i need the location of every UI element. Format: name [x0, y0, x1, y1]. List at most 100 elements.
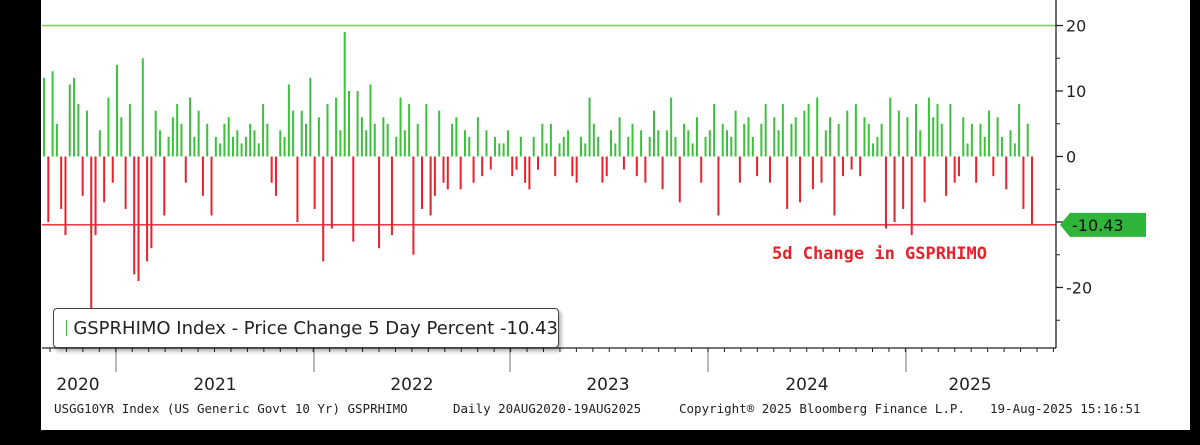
bar: [537, 156, 539, 170]
bar: [786, 156, 789, 209]
bar: [927, 97, 930, 157]
bar: [704, 136, 707, 157]
bar: [859, 156, 862, 177]
bar: [562, 136, 565, 157]
bar: [283, 136, 286, 157]
bar: [863, 117, 866, 157]
bar: [317, 117, 320, 157]
bar: [902, 156, 905, 209]
bar: [68, 84, 71, 157]
x-year-label: 2021: [193, 375, 236, 395]
bar: [803, 110, 806, 157]
bar: [158, 130, 161, 157]
bar: [137, 156, 140, 281]
bar: [1018, 104, 1021, 157]
x-year-label: 2024: [785, 375, 828, 395]
bar: [463, 130, 466, 157]
bar: [150, 156, 153, 249]
bar: [807, 104, 810, 157]
footer-timestamp: 19-Aug-2025 15:16:51: [990, 401, 1141, 416]
bar: [872, 143, 875, 157]
bar: [678, 156, 681, 203]
bar: [249, 123, 252, 157]
bar: [622, 156, 625, 170]
bar: [257, 143, 260, 157]
bar: [558, 143, 561, 157]
bar: [111, 156, 114, 183]
bar: [524, 156, 527, 183]
bar: [167, 136, 170, 157]
bar: [459, 156, 462, 190]
bar: [206, 123, 209, 157]
bar: [738, 156, 741, 183]
bar: [781, 104, 784, 157]
bar: [446, 156, 449, 190]
bar: [768, 156, 771, 183]
bar: [120, 117, 123, 157]
bar: [708, 130, 711, 157]
bar: [734, 110, 737, 157]
bar: [365, 130, 368, 157]
x-year-label: 2023: [586, 375, 629, 395]
bar: [55, 123, 58, 157]
bar: [970, 123, 973, 157]
bar: [171, 117, 174, 157]
bar: [876, 136, 879, 157]
bar: [773, 117, 776, 157]
bar: [163, 156, 166, 216]
bar: [90, 156, 93, 321]
bar: [262, 104, 265, 157]
bar: [98, 130, 101, 157]
bar: [94, 156, 97, 236]
bar: [610, 130, 613, 157]
bar: [751, 136, 754, 157]
bar: [1022, 156, 1025, 209]
legend-label: GSPRHIMO Index - Price Change 5 Day Perc…: [73, 317, 558, 339]
legend-swatch: [66, 320, 68, 336]
bar: [236, 130, 239, 157]
bar: [266, 123, 269, 157]
bar: [700, 156, 703, 183]
bar: [498, 143, 501, 157]
last-value-badge-shape: [1060, 212, 1146, 237]
bar: [489, 156, 492, 170]
bar: [799, 156, 802, 203]
bar: [73, 77, 76, 157]
bar: [940, 123, 943, 157]
y-tick-label: 0: [1066, 148, 1076, 167]
bar: [309, 77, 312, 157]
bar: [713, 104, 716, 157]
bar: [232, 136, 235, 157]
footer-range: Daily 20AUG2020-19AUG2025: [453, 401, 642, 416]
bar: [373, 123, 376, 157]
bar: [532, 136, 535, 157]
plot-background: [41, 0, 1190, 430]
bar: [618, 117, 621, 157]
bar: [472, 156, 475, 183]
bar: [919, 130, 922, 157]
bar: [811, 156, 814, 190]
bar: [743, 123, 746, 157]
bar: [511, 156, 514, 177]
bars-group: [43, 32, 1033, 321]
bar: [455, 117, 458, 157]
bar: [124, 156, 127, 209]
bar: [687, 130, 690, 157]
x-year-label: 2020: [56, 375, 99, 395]
bar: [648, 136, 651, 157]
bar: [506, 130, 509, 157]
bar: [326, 104, 329, 157]
bar: [369, 84, 372, 157]
bar: [197, 110, 200, 157]
bar: [824, 130, 827, 157]
bar: [549, 123, 552, 157]
bar: [983, 136, 986, 157]
bar: [644, 156, 647, 183]
bar: [695, 117, 698, 157]
bar: [949, 104, 952, 157]
bar: [300, 110, 303, 157]
bar: [438, 110, 441, 157]
bar: [764, 104, 767, 157]
bar: [756, 156, 759, 177]
footer-security: USGG10YR Index (US Generic Govt 10 Yr) G…: [54, 401, 408, 416]
